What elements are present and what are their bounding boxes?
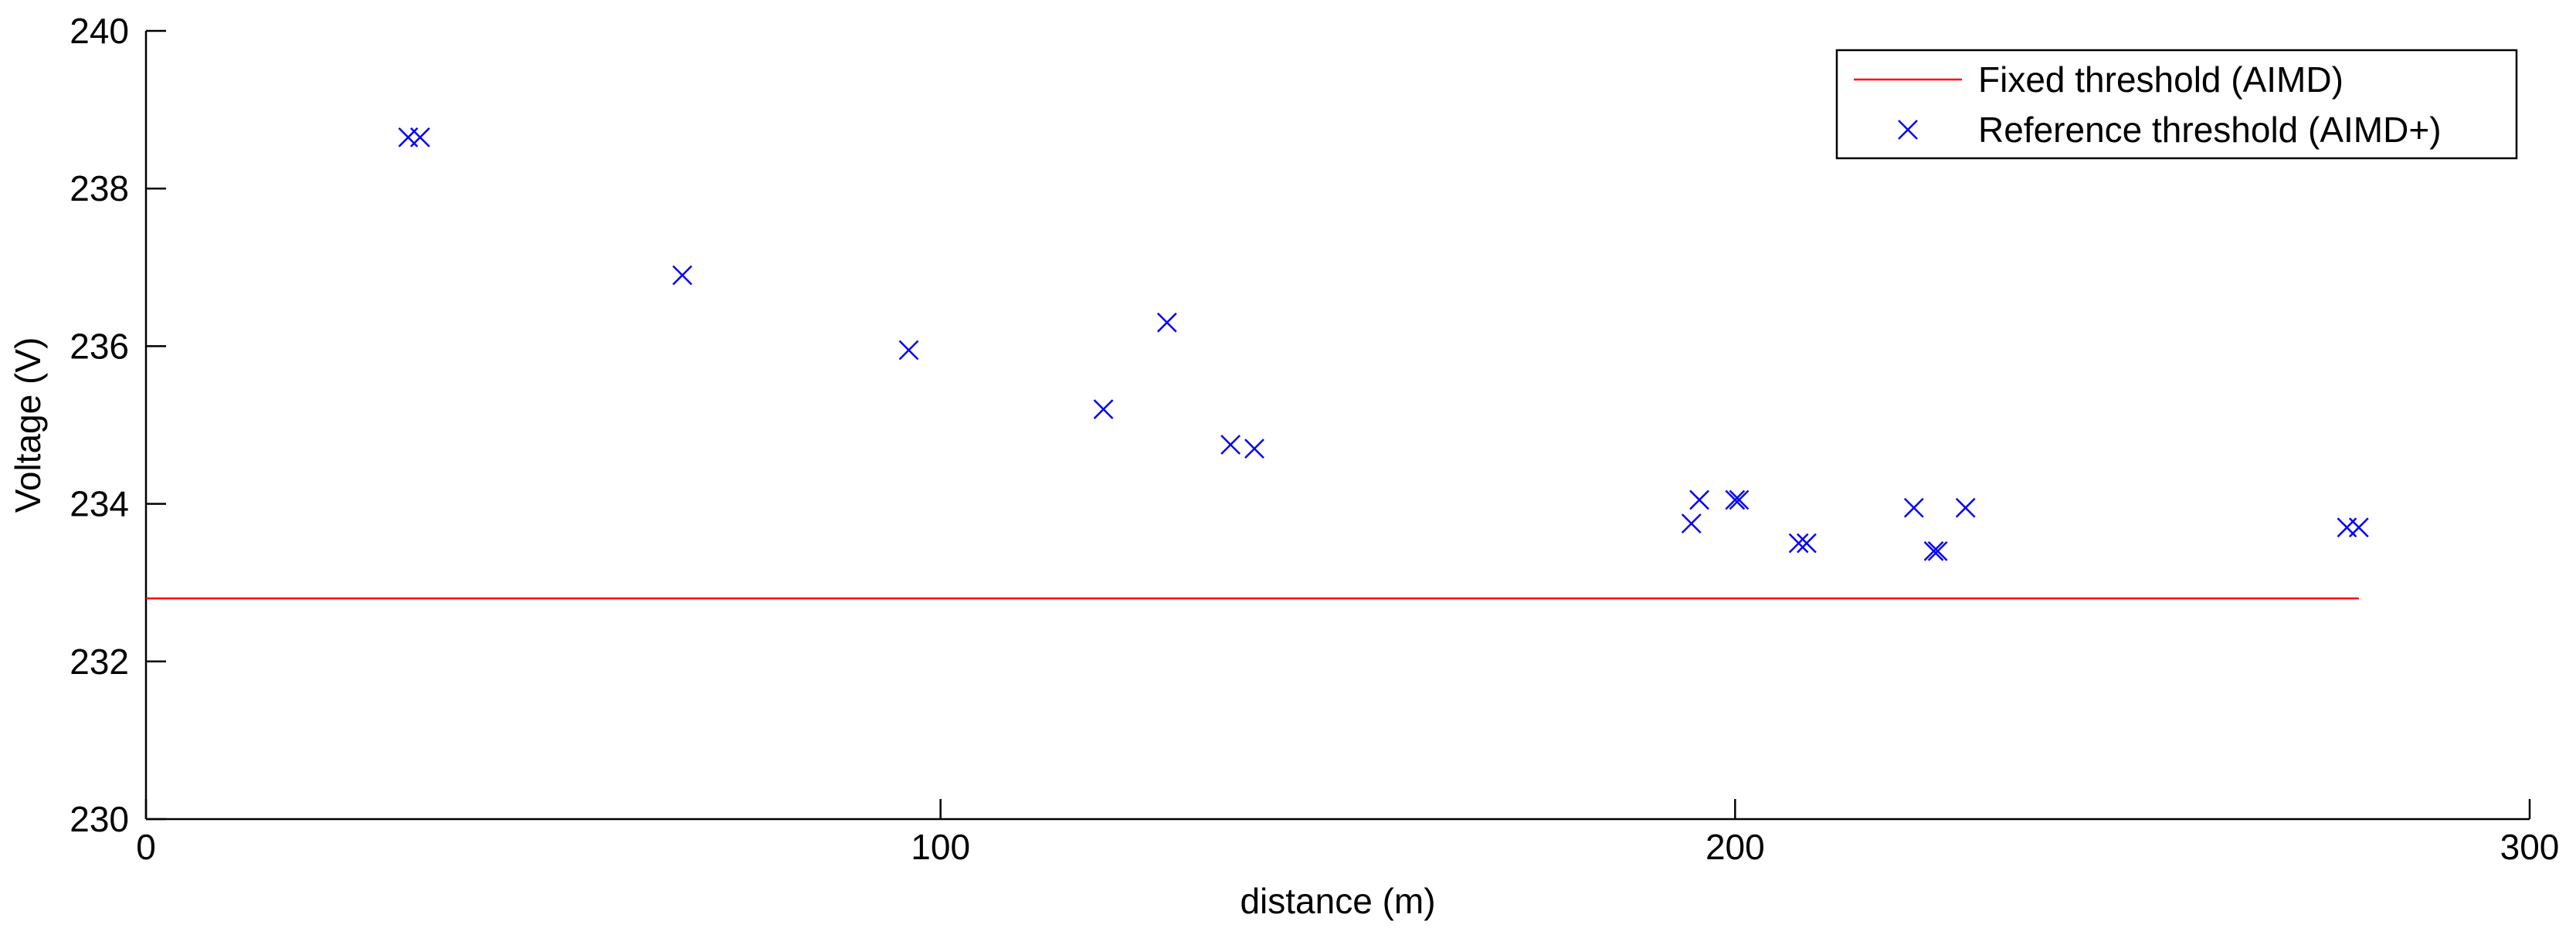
x-tick-label: 0 [136, 827, 156, 867]
legend-label: Fixed threshold (AIMD) [1978, 59, 2344, 100]
x-tick-label: 200 [1705, 827, 1765, 867]
legend-box [1835, 49, 2518, 160]
x-axis-label: distance (m) [1240, 881, 1435, 921]
data-point-marker [1903, 497, 1924, 518]
data-point-marker [898, 340, 919, 361]
data-point-marker [410, 127, 430, 147]
data-point-marker [1156, 312, 1177, 333]
y-tick-label: 232 [70, 642, 129, 682]
legend-marker-symbol [1898, 120, 1918, 140]
data-point-marker [1725, 489, 1746, 510]
y-tick-label: 236 [70, 326, 129, 366]
data-point-marker [672, 265, 693, 286]
x-tick-label: 100 [911, 827, 970, 867]
data-point-marker [1729, 489, 1750, 510]
data-point-marker [1689, 489, 1709, 510]
data-point-marker [1788, 533, 1809, 554]
y-tick-label: 230 [70, 799, 129, 839]
y-tick-label: 234 [70, 484, 129, 524]
data-point-marker [2348, 517, 2369, 538]
y-tick-label: 238 [70, 168, 129, 208]
data-point-marker [1244, 439, 1264, 459]
data-point-marker [1093, 399, 1114, 419]
y-tick-label: 240 [70, 11, 129, 51]
data-point-marker [1797, 533, 1817, 554]
data-point-marker [1681, 513, 1702, 534]
data-point-marker [1220, 435, 1241, 455]
x-tick-label: 300 [2500, 827, 2560, 867]
data-point-marker [1927, 540, 1948, 561]
data-point-marker [1923, 540, 1944, 561]
data-point-marker [1955, 497, 1976, 518]
legend-label: Reference threshold (AIMD+) [1978, 110, 2442, 150]
y-axis-label: Voltage (V) [8, 337, 48, 513]
